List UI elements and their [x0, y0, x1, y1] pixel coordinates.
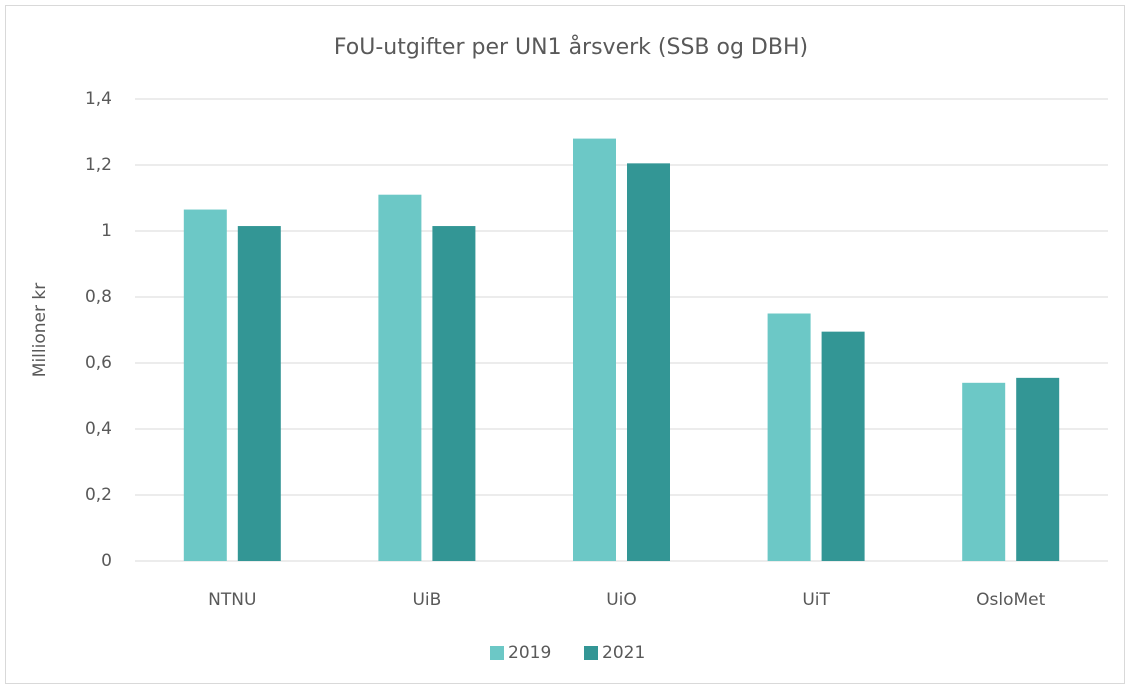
bar — [237, 226, 281, 562]
y-tick-label: 0 — [101, 551, 112, 571]
x-tick-label: UiT — [802, 590, 830, 610]
x-tick-label: UiO — [606, 590, 637, 610]
x-tick-label: UiB — [412, 590, 441, 610]
y-axis-label: Millioner kr — [30, 283, 50, 377]
bar — [378, 194, 422, 561]
y-tick-label: 0,4 — [85, 419, 112, 439]
y-tick-label: 1,2 — [85, 155, 112, 175]
bar — [432, 226, 476, 562]
bar — [627, 163, 670, 561]
bar — [821, 331, 865, 561]
legend-label: 2021 — [602, 643, 645, 663]
bar — [1016, 377, 1060, 561]
chart-border — [5, 5, 1125, 684]
bar — [962, 382, 1006, 561]
chart-title: FoU-utgifter per UN1 årsverk (SSB og DBH… — [334, 34, 808, 60]
y-tick-label: 1 — [101, 221, 112, 241]
x-tick-label: OsloMet — [976, 590, 1045, 610]
y-tick-label: 0,8 — [85, 287, 112, 307]
x-tick-label: NTNU — [208, 590, 256, 610]
bar — [767, 313, 811, 561]
bar — [183, 209, 227, 562]
legend-swatch — [584, 646, 598, 660]
bar — [573, 138, 616, 561]
y-tick-label: 0,6 — [85, 353, 112, 373]
y-tick-label: 1,4 — [85, 89, 112, 109]
y-tick-label: 0,2 — [85, 485, 112, 505]
legend-swatch — [490, 646, 504, 660]
legend-label: 2019 — [508, 643, 551, 663]
